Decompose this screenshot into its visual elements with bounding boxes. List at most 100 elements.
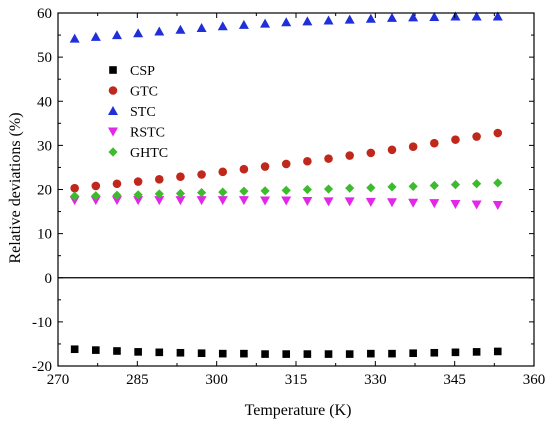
data-point-ghtc (302, 184, 312, 195)
data-point-ghtc (70, 191, 80, 201)
data-point-ghtc (323, 184, 334, 194)
data-point-ghtc (345, 183, 355, 193)
data-point-ghtc (196, 187, 207, 198)
data-point-csp (240, 349, 248, 358)
data-point-rstc (281, 196, 292, 206)
data-point-ghtc (260, 186, 270, 196)
data-point-csp (134, 348, 142, 356)
legend-marker-ghtc (108, 147, 118, 157)
x-tick-label: 330 (364, 372, 387, 388)
data-point-ghtc (133, 190, 143, 200)
x-tick-label: 285 (126, 372, 149, 388)
data-point-rstc (429, 199, 440, 209)
legend-label-rstc: RSTC (130, 126, 165, 141)
data-point-csp (282, 350, 291, 358)
series-csp (70, 345, 502, 358)
data-point-rstc (471, 200, 482, 210)
series-stc (69, 11, 503, 43)
data-point-ghtc (493, 178, 503, 188)
data-point-gtc (176, 172, 185, 182)
data-point-gtc (303, 156, 312, 166)
data-point-csp (430, 348, 439, 357)
series-gtc (70, 128, 503, 193)
data-point-gtc (430, 138, 439, 148)
data-point-gtc (197, 170, 206, 179)
axes-layer: 270 285 300 315 330 345 360 -20 -10 0 10 20 30 40 50 60 (32, 6, 545, 388)
data-point-csp (218, 349, 227, 358)
data-point-csp (70, 345, 79, 354)
y-tick-label: 10 (37, 227, 52, 243)
data-point-gtc (366, 148, 376, 158)
data-point-stc (302, 16, 313, 26)
x-tick-label: 270 (47, 372, 70, 388)
data-point-rstc (175, 196, 186, 206)
data-point-csp (345, 350, 354, 358)
legend-label-stc: STC (130, 105, 156, 120)
data-point-ghtc (450, 180, 461, 190)
y-tick-label: 60 (37, 6, 52, 22)
data-point-gtc (345, 151, 354, 160)
data-point-stc (154, 26, 165, 36)
y-tick-label: -10 (32, 315, 52, 331)
data-point-ghtc (154, 189, 164, 199)
data-point-ghtc (387, 182, 397, 192)
y-tick-label: 50 (37, 50, 52, 66)
data-point-csp (451, 348, 460, 357)
legend-item-csp: CSP (109, 64, 155, 79)
data-point-stc (408, 12, 419, 22)
data-point-stc (69, 33, 80, 43)
data-point-stc (386, 12, 397, 22)
data-point-rstc (217, 196, 228, 206)
data-point-rstc (386, 198, 397, 208)
legend-label-ghtc: GHTC (130, 146, 168, 161)
data-point-ghtc (408, 181, 418, 192)
data-point-csp (472, 348, 481, 356)
legend-item-stc: STC (108, 105, 156, 120)
data-point-csp (113, 347, 121, 355)
data-point-stc (492, 11, 503, 21)
data-point-gtc (112, 179, 122, 189)
data-point-gtc (324, 154, 333, 163)
data-point-gtc (70, 183, 79, 193)
legend-item-gtc: GTC (108, 85, 158, 100)
data-point-gtc (260, 162, 270, 171)
data-point-stc (90, 31, 101, 41)
legend-marker-rstc (108, 127, 118, 137)
data-point-csp (324, 350, 333, 358)
legend-marker-csp (109, 66, 117, 74)
legend-item-rstc: RSTC (108, 126, 165, 141)
data-point-csp (303, 350, 312, 358)
x-axis-title: Temperature (K) (245, 402, 352, 419)
data-point-stc (111, 30, 122, 40)
data-point-ghtc (112, 190, 122, 200)
data-point-rstc (238, 196, 249, 206)
data-point-stc (429, 11, 440, 21)
data-point-rstc (408, 198, 419, 208)
data-point-stc (450, 11, 461, 21)
y-tick-label: 30 (37, 138, 52, 154)
y-tick-label: 20 (37, 183, 52, 199)
data-point-rstc (302, 196, 313, 206)
data-point-stc (323, 15, 334, 25)
data-point-rstc (111, 196, 122, 206)
legend-marker-gtc (108, 86, 118, 95)
data-point-gtc (218, 167, 228, 177)
data-point-rstc (196, 196, 207, 206)
data-point-rstc (365, 197, 376, 207)
data-point-ghtc (239, 186, 249, 196)
data-point-gtc (387, 145, 397, 155)
data-point-gtc (408, 142, 418, 151)
legend-marker-stc (108, 106, 118, 115)
data-point-ghtc (281, 185, 291, 195)
data-point-csp (388, 349, 396, 358)
data-point-stc (365, 13, 376, 23)
data-point-csp (197, 349, 206, 358)
legend: CSP GTC STC RSTC GHTC (108, 64, 168, 161)
data-point-stc (238, 19, 249, 29)
plot-layer (69, 11, 503, 358)
series-rstc (69, 196, 503, 210)
data-point-ghtc (429, 180, 439, 191)
legend-label-gtc: GTC (130, 85, 158, 100)
data-point-ghtc (366, 183, 376, 193)
